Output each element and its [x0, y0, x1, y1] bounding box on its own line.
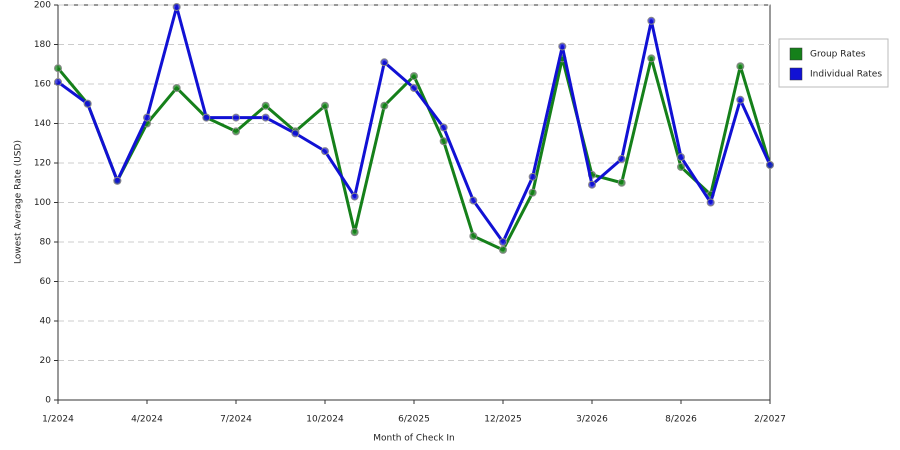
data-point: [499, 245, 507, 254]
data-point: [736, 95, 745, 104]
y-tick-label: 180: [34, 40, 51, 50]
x-tick-label: 3/2026: [576, 415, 608, 425]
data-point: [528, 188, 537, 197]
y-axis-label: Lowest Average Rate (USD): [14, 140, 24, 264]
y-tick-label: 60: [40, 277, 52, 287]
data-point: [172, 2, 181, 11]
data-point: [261, 113, 270, 122]
data-point: [469, 232, 478, 241]
data-point: [439, 137, 448, 146]
data-point: [350, 192, 359, 201]
data-point: [677, 153, 685, 162]
x-tick-label: 2/2027: [754, 415, 786, 425]
data-point: [380, 58, 389, 67]
y-tick-label: 120: [34, 159, 51, 169]
x-tick-label: 8/2026: [665, 415, 697, 425]
data-point: [202, 113, 211, 122]
legend-label: Group Rates: [810, 50, 866, 60]
y-tick-label: 40: [40, 317, 52, 327]
data-point: [321, 147, 329, 156]
data-point: [469, 196, 478, 205]
legend-swatch: [789, 67, 803, 81]
x-tick-label: 6/2025: [398, 415, 430, 425]
data-point: [647, 54, 656, 63]
x-tick-label: 7/2024: [220, 415, 252, 425]
data-point: [528, 172, 537, 181]
data-point: [439, 123, 448, 132]
legend-label: Individual Rates: [810, 70, 882, 80]
y-tick-label: 80: [40, 238, 52, 248]
data-point: [736, 62, 745, 71]
data-point: [54, 64, 62, 73]
data-point: [291, 129, 300, 138]
x-tick-label: 12/2025: [484, 415, 521, 425]
data-point: [172, 83, 181, 92]
x-tick-label: 1/2024: [42, 415, 74, 425]
data-point: [558, 42, 567, 51]
data-point: [766, 160, 774, 169]
data-point: [261, 101, 270, 110]
legend-swatch: [789, 47, 803, 61]
y-tick-label: 160: [34, 80, 51, 90]
y-tick-label: 200: [34, 1, 51, 11]
y-tick-label: 140: [34, 119, 51, 129]
data-point: [499, 238, 507, 246]
y-tick-label: 0: [45, 396, 51, 406]
data-point: [380, 101, 389, 110]
data-point: [677, 162, 685, 171]
x-axis-label: Month of Check In: [373, 434, 455, 444]
data-point: [617, 155, 626, 164]
y-tick-label: 20: [40, 356, 52, 366]
data-point: [83, 99, 92, 108]
data-point: [350, 228, 359, 237]
data-point: [232, 113, 240, 122]
data-point: [647, 16, 656, 25]
data-point: [321, 101, 329, 110]
data-point: [232, 127, 240, 136]
y-tick-label: 100: [34, 198, 51, 208]
data-point: [143, 113, 151, 122]
data-point: [617, 178, 626, 187]
data-point: [54, 78, 62, 87]
x-tick-label: 4/2024: [131, 415, 163, 425]
data-point: [706, 198, 715, 207]
data-point: [410, 72, 418, 81]
data-point: [113, 176, 122, 185]
data-point: [588, 180, 596, 189]
x-tick-label: 10/2024: [306, 415, 344, 425]
data-point: [410, 83, 418, 92]
